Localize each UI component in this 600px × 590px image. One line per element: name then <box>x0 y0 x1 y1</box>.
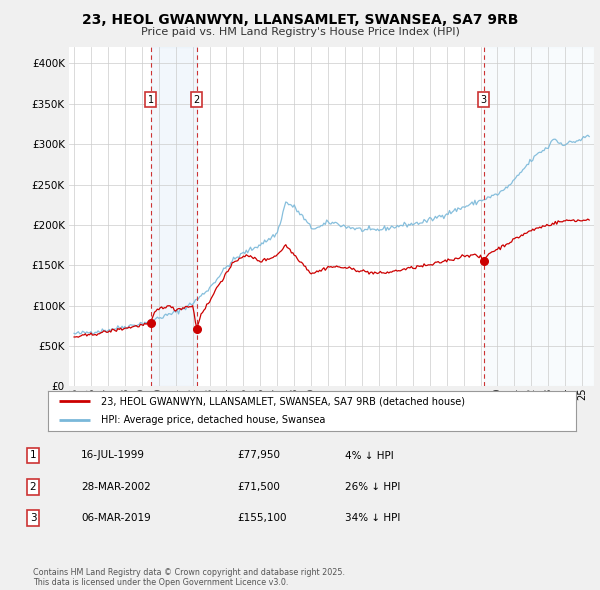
Text: 2: 2 <box>194 95 200 105</box>
Text: 1: 1 <box>148 95 154 105</box>
Text: 23, HEOL GWANWYN, LLANSAMLET, SWANSEA, SA7 9RB: 23, HEOL GWANWYN, LLANSAMLET, SWANSEA, S… <box>82 13 518 27</box>
Text: 16-JUL-1999: 16-JUL-1999 <box>81 451 145 460</box>
Text: Contains HM Land Registry data © Crown copyright and database right 2025.
This d: Contains HM Land Registry data © Crown c… <box>33 568 345 587</box>
Text: Price paid vs. HM Land Registry's House Price Index (HPI): Price paid vs. HM Land Registry's House … <box>140 27 460 37</box>
Bar <box>484 47 594 386</box>
Bar <box>151 47 197 386</box>
Text: £77,950: £77,950 <box>237 451 280 460</box>
Text: £71,500: £71,500 <box>237 482 280 491</box>
Text: 34% ↓ HPI: 34% ↓ HPI <box>345 513 400 523</box>
Text: 06-MAR-2019: 06-MAR-2019 <box>81 513 151 523</box>
Text: HPI: Average price, detached house, Swansea: HPI: Average price, detached house, Swan… <box>101 415 325 425</box>
Text: 1: 1 <box>29 451 37 460</box>
Text: 2: 2 <box>29 482 37 491</box>
Text: 3: 3 <box>481 95 487 105</box>
Text: 3: 3 <box>29 513 37 523</box>
Text: 4% ↓ HPI: 4% ↓ HPI <box>345 451 394 460</box>
Text: 28-MAR-2002: 28-MAR-2002 <box>81 482 151 491</box>
Text: 23, HEOL GWANWYN, LLANSAMLET, SWANSEA, SA7 9RB (detached house): 23, HEOL GWANWYN, LLANSAMLET, SWANSEA, S… <box>101 396 465 407</box>
Text: 26% ↓ HPI: 26% ↓ HPI <box>345 482 400 491</box>
Text: £155,100: £155,100 <box>237 513 287 523</box>
